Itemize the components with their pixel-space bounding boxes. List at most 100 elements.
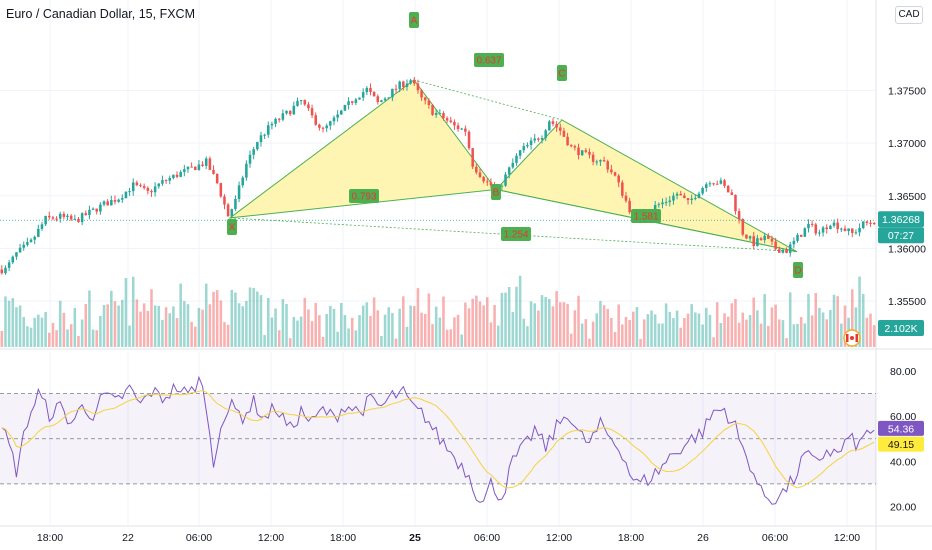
candle-body: [613, 172, 617, 176]
candle-body: [339, 110, 343, 115]
candle-body: [164, 180, 168, 182]
volume-bar: [245, 300, 248, 347]
volume-bar: [767, 325, 770, 347]
volume-bar: [212, 291, 215, 347]
candle-body: [120, 198, 124, 200]
candle-body: [343, 105, 347, 111]
volume-bar: [62, 312, 66, 347]
candle-body: [288, 110, 292, 115]
volume-bar: [540, 295, 544, 347]
candle-body: [438, 113, 442, 115]
volume-bar: [445, 329, 449, 347]
volume-bar: [850, 289, 854, 347]
volume-bar: [314, 302, 318, 347]
candle-body: [511, 162, 515, 168]
volume-bar: [708, 314, 712, 347]
currency-button[interactable]: CAD: [895, 6, 923, 24]
volume-bar: [241, 306, 245, 347]
candle-body: [102, 201, 106, 205]
volume-bar: [650, 310, 653, 347]
volume-bar: [201, 309, 204, 347]
candle-body: [752, 236, 756, 246]
volume-bar: [369, 316, 372, 347]
candle-body: [759, 238, 763, 241]
volume-bar: [664, 303, 668, 347]
volume-bar: [661, 323, 664, 347]
candle-body: [11, 256, 15, 263]
volume-bar: [453, 317, 456, 347]
candle-body: [533, 138, 537, 141]
time-tick-label: 06:00: [186, 532, 212, 544]
candle-body: [376, 96, 380, 103]
candle-body: [624, 195, 628, 201]
candle-body: [690, 198, 693, 201]
volume-bar: [442, 296, 445, 347]
candle-body: [314, 115, 318, 125]
countdown-tag: 07:27: [878, 227, 924, 244]
volume-bar: [47, 332, 51, 347]
candle-body: [694, 198, 697, 200]
candle-body: [369, 87, 372, 92]
volume-bar: [456, 314, 460, 347]
candle-body: [825, 227, 829, 230]
volume-bar: [358, 315, 361, 347]
candle-body: [777, 249, 781, 253]
volume-bar: [668, 311, 672, 347]
candle-body: [7, 262, 11, 268]
candle-body: [223, 196, 226, 205]
volume-bar: [332, 308, 336, 347]
volume-bar: [29, 327, 33, 347]
candle-body: [854, 232, 858, 234]
candle-body: [73, 218, 77, 220]
candle-body: [372, 91, 376, 97]
candle-body: [548, 121, 551, 131]
pattern-point-x: X: [227, 219, 237, 235]
candle-body: [259, 135, 263, 143]
volume-bar: [387, 307, 391, 347]
candle-body: [610, 169, 613, 173]
volume-bar: [0, 330, 4, 347]
volume-bar: [723, 313, 726, 347]
candle-body: [719, 180, 723, 184]
candle-body: [807, 223, 810, 229]
volume-bar: [628, 320, 631, 347]
candle-body: [602, 160, 606, 162]
price-tick-label: 1.36500: [888, 191, 926, 203]
time-tick-label: 18:00: [330, 532, 356, 544]
candle-body: [569, 145, 573, 147]
volume-bar: [526, 326, 529, 347]
candle-body: [467, 131, 471, 149]
candle-body: [697, 193, 701, 199]
candle-body: [172, 174, 175, 178]
volume-bar: [752, 297, 756, 347]
volume-bar: [573, 310, 577, 347]
candle-body: [737, 211, 741, 220]
candle-body: [18, 247, 22, 253]
volume-bar: [613, 331, 617, 347]
volume-bar: [128, 325, 131, 347]
candle-body: [204, 158, 208, 166]
chart-title: Euro / Canadian Dollar, 15, FXCM: [6, 7, 195, 21]
candle-body: [321, 127, 325, 129]
volume-bar: [679, 327, 683, 347]
pattern-point-c: C: [557, 65, 567, 81]
volume-bar: [223, 322, 226, 347]
candle-body: [197, 164, 201, 170]
candle-body: [420, 90, 423, 98]
volume-bar: [277, 330, 281, 347]
candle-body: [292, 105, 296, 115]
harmonic-pattern[interactable]: [0, 79, 876, 253]
candle-body: [168, 177, 172, 181]
svg-text:49.15: 49.15: [888, 439, 914, 451]
volume-bar: [566, 303, 569, 347]
candle-body: [80, 213, 84, 223]
volume-bar: [584, 319, 588, 347]
volume-bar: [515, 286, 518, 347]
candle-body: [704, 184, 708, 188]
volume-bar: [730, 303, 734, 347]
volume-bar: [726, 316, 730, 347]
candle-body: [201, 164, 204, 166]
volume-bar: [832, 294, 836, 347]
candle-body: [774, 241, 777, 250]
